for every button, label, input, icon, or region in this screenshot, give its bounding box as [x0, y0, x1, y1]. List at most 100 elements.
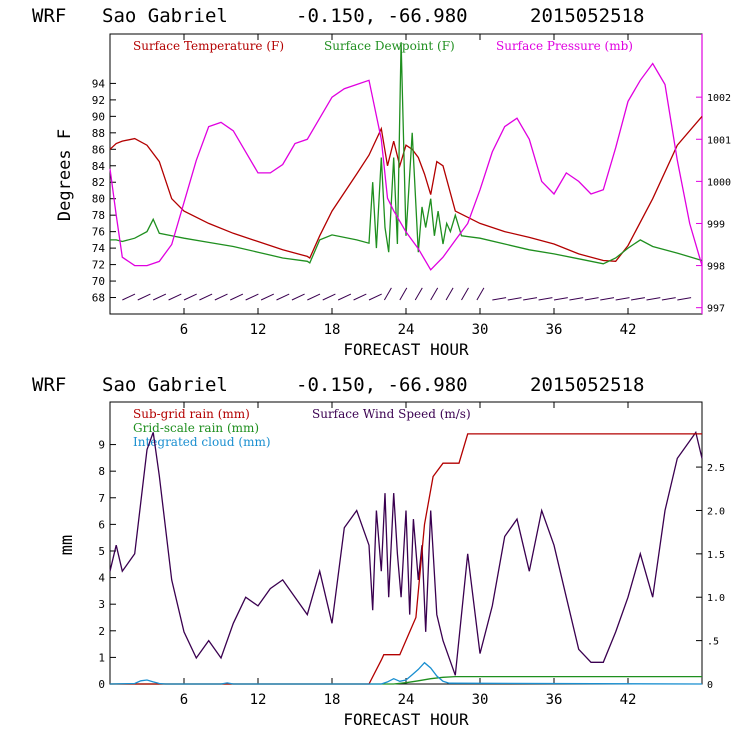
- x-tick-label: 36: [546, 322, 563, 338]
- y-tick-label: 4: [98, 572, 105, 585]
- y2-tick-label: 2.5: [707, 463, 725, 474]
- wind-barb: [199, 293, 213, 301]
- y-tick-label: 8: [98, 465, 105, 478]
- y2-tick-label: 1.5: [707, 550, 725, 561]
- wind-barb: [368, 293, 382, 301]
- y-tick-label: 0: [98, 678, 105, 691]
- top-title-run: 2015052518: [530, 5, 644, 27]
- integrated-cloud-line: [109, 661, 703, 685]
- wind-barb: [569, 297, 584, 301]
- legend-subgrid-rain: Sub-grid rain (mm): [133, 407, 250, 421]
- x-tick-label: 30: [472, 322, 489, 338]
- legend-integrated-cloud: Integrated cloud (mm): [133, 435, 271, 449]
- legend-dewpoint: Surface Dewpoint (F): [324, 39, 455, 53]
- gridscale-rain-line: [110, 675, 702, 685]
- wind-barb: [630, 297, 645, 301]
- precipitation-panel: WRF Sao Gabriel -0.150, -66.980 20150525…: [32, 374, 725, 729]
- wind-barb: [383, 287, 392, 301]
- wind-barbs-row: [122, 287, 692, 301]
- wind-barb: [322, 293, 336, 301]
- wind-barb: [600, 297, 615, 301]
- wind-barb: [291, 293, 305, 301]
- wind-barb: [353, 293, 367, 301]
- wind-barb: [337, 293, 352, 301]
- x-tick-label: 6: [180, 692, 188, 708]
- wind-barb: [584, 297, 599, 301]
- y-tick-label: 76: [92, 226, 105, 239]
- y-tick-label: 7: [98, 492, 105, 505]
- wind-barb: [523, 297, 538, 301]
- bottom-y-ticks: 0 1 2 3 4 5 6 7 8 9: [98, 439, 116, 691]
- y2-tick-label: 1.0: [707, 593, 725, 604]
- wind-barb: [492, 297, 507, 301]
- bottom-y2-ticks: 0 .5 1.0 1.5 2.0 2.5: [696, 463, 725, 691]
- wind-barb: [538, 297, 553, 301]
- x-tick-label: 18: [324, 692, 341, 708]
- wind-barb: [137, 293, 151, 301]
- temperature-line: [109, 115, 703, 262]
- bottom-title-station: Sao Gabriel: [102, 374, 228, 396]
- top-plot-frame: [109, 33, 703, 315]
- top-title-station: Sao Gabriel: [102, 5, 228, 27]
- y2-tick-label: 1001: [707, 135, 731, 146]
- y-tick-label: 94: [92, 77, 106, 90]
- legend-temperature: Surface Temperature (F): [133, 39, 284, 53]
- wind-barb: [245, 293, 259, 301]
- y-tick-label: 84: [92, 160, 106, 173]
- wind-barb: [152, 293, 167, 301]
- wind-barb: [399, 287, 408, 301]
- x-tick-label: 42: [620, 692, 637, 708]
- bottom-title-coords: -0.150, -66.980: [296, 374, 468, 396]
- y-tick-label: 1: [98, 651, 105, 664]
- y-tick-label: 78: [92, 209, 105, 222]
- y2-tick-label: 999: [707, 219, 725, 230]
- x-tick-label: 12: [250, 322, 267, 338]
- subgrid-rain-line: [110, 433, 702, 685]
- y-tick-label: 86: [92, 143, 105, 156]
- x-tick-label: 18: [324, 322, 341, 338]
- legend-pressure: Surface Pressure (mb): [496, 39, 633, 53]
- bottom-x-ticks: 6 12 18 24 30 36 42: [180, 402, 637, 708]
- x-tick-label: 6: [180, 322, 188, 338]
- y-tick-label: 72: [92, 259, 105, 272]
- bottom-title-model: WRF: [32, 374, 66, 396]
- y2-tick-label: 997: [707, 304, 725, 315]
- wind-barb: [507, 297, 522, 301]
- y2-tick-label: 1000: [707, 177, 731, 188]
- wind-barb: [476, 287, 485, 301]
- x-tick-label: 24: [398, 322, 415, 338]
- wind-barb: [230, 293, 244, 301]
- y-tick-label: 80: [92, 193, 105, 206]
- bottom-ylabel: mm: [57, 535, 77, 555]
- dewpoint-line: [110, 42, 703, 265]
- y-tick-label: 2: [98, 625, 105, 638]
- temperature-panel: WRF Sao Gabriel -0.150, -66.980 20150525…: [32, 5, 731, 359]
- wind-barb: [430, 287, 439, 301]
- y2-tick-label: 2.0: [707, 506, 725, 517]
- y-tick-label: 68: [92, 292, 105, 305]
- x-tick-label: 30: [472, 692, 489, 708]
- y-tick-label: 90: [92, 110, 105, 123]
- top-ylabel: Degrees F: [55, 129, 75, 221]
- wind-barb: [122, 293, 136, 301]
- y2-tick-label: 998: [707, 262, 725, 273]
- wind-speed-line: [109, 430, 703, 676]
- wind-barb: [615, 297, 630, 301]
- x-tick-label: 24: [398, 692, 415, 708]
- x-tick-label: 36: [546, 692, 563, 708]
- y-tick-label: 82: [92, 176, 105, 189]
- x-tick-label: 12: [250, 692, 267, 708]
- top-y2-ticks: 997 998 999 1000 1001 1002: [696, 93, 731, 315]
- y-tick-label: 92: [92, 94, 105, 107]
- y2-tick-label: .5: [707, 637, 719, 648]
- y-tick-label: 3: [98, 598, 105, 611]
- wind-barb: [183, 293, 197, 301]
- x-tick-label: 42: [620, 322, 637, 338]
- y-tick-label: 88: [92, 127, 105, 140]
- y2-tick-label: 0: [707, 680, 713, 691]
- y-tick-label: 9: [98, 439, 105, 452]
- wind-barb: [214, 293, 228, 301]
- wind-barb: [307, 293, 321, 301]
- bottom-xlabel: FORECAST HOUR: [343, 710, 469, 729]
